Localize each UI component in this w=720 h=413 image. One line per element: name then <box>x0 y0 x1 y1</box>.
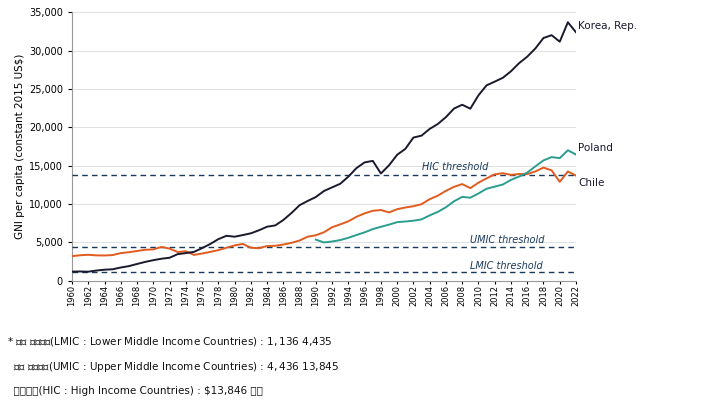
Text: HIC threshold: HIC threshold <box>421 162 488 172</box>
Text: * 하위 중소득국(LMIC : Lower Middle Income Countries) : $1,136~$4,435: * 하위 중소득국(LMIC : Lower Middle Income Cou… <box>7 335 333 347</box>
Text: 상위 중소득국(UMIC : Upper Middle Income Countries) : $4,436~$13,845: 상위 중소득국(UMIC : Upper Middle Income Count… <box>7 360 339 374</box>
Text: UMIC threshold: UMIC threshold <box>470 235 545 245</box>
Text: Poland: Poland <box>578 143 613 153</box>
Text: 고소득국(HIC : High Income Countries) : $13,846 이상: 고소득국(HIC : High Income Countries) : $13,… <box>7 386 263 396</box>
Text: LMIC threshold: LMIC threshold <box>470 261 543 271</box>
Text: Korea, Rep.: Korea, Rep. <box>578 21 638 31</box>
Text: Chile: Chile <box>578 178 605 188</box>
Y-axis label: GNI per capita (constant 2015 US$): GNI per capita (constant 2015 US$) <box>15 54 24 239</box>
